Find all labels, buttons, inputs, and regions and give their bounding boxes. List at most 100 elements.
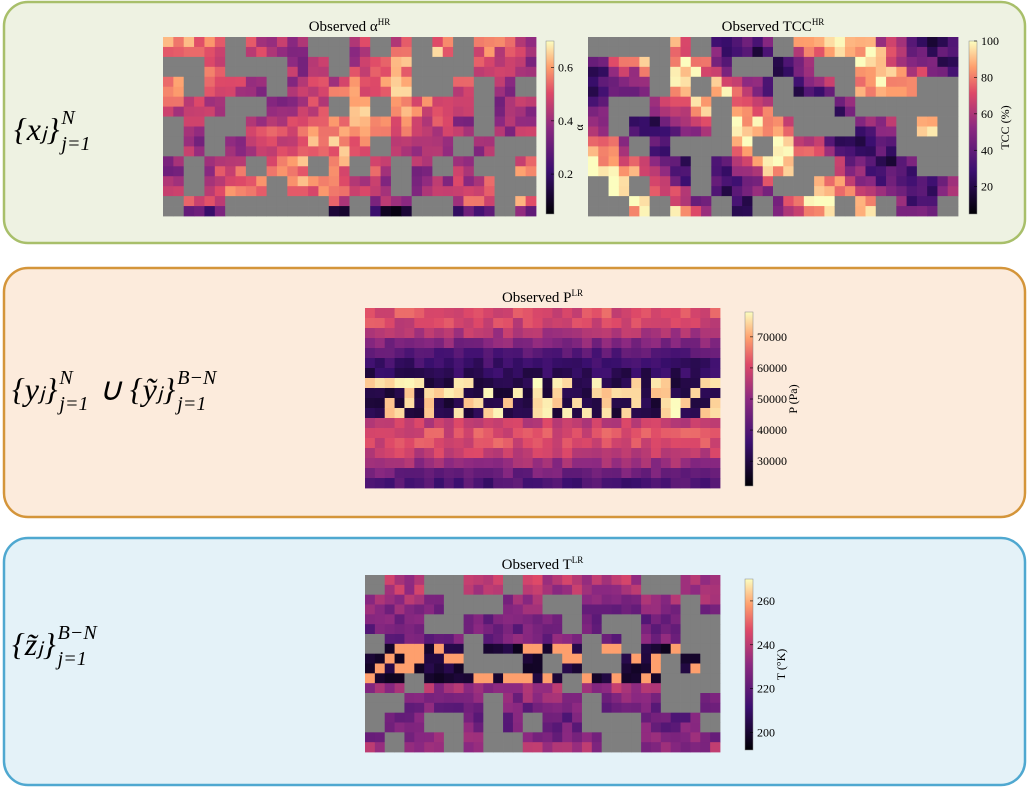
- heatmap-cell: [287, 166, 299, 177]
- heatmap-cell: [649, 136, 661, 147]
- heatmap-cell: [773, 106, 784, 117]
- heatmap-cell: [434, 328, 445, 339]
- heatmap-cell: [690, 388, 701, 399]
- heatmap-cell: [947, 46, 959, 58]
- heatmap-cell: [374, 418, 386, 429]
- heatmap-cell: [483, 428, 494, 439]
- heatmap-cell: [256, 76, 268, 88]
- heatmap-cell: [552, 693, 563, 704]
- heatmap-cell: [542, 428, 553, 439]
- heatmap-cell: [701, 166, 712, 177]
- heatmap-cell: [711, 206, 723, 217]
- heatmap-cell: [432, 126, 444, 137]
- heatmap-cell: [463, 106, 475, 117]
- heatmap-cell: [365, 438, 376, 449]
- heatmap-cell: [532, 604, 543, 615]
- heatmap-cell: [512, 358, 524, 369]
- heatmap-cell: [588, 176, 599, 187]
- heatmap-cell: [680, 176, 692, 187]
- heatmap-cell: [266, 146, 278, 157]
- heatmap-cell: [649, 126, 661, 137]
- heatmap-cell: [542, 653, 553, 664]
- heatmap-cell: [581, 604, 593, 615]
- colorbar-tick-label: 0.6: [558, 61, 573, 75]
- heatmap-cell: [432, 37, 444, 48]
- heatmap-cell: [287, 126, 299, 137]
- heatmap-cell: [660, 438, 672, 449]
- heatmap-cell: [680, 308, 691, 319]
- heatmap-cell: [163, 56, 174, 68]
- heatmap-cell: [453, 166, 464, 177]
- heatmap-cell: [814, 176, 825, 187]
- heatmap-cell: [504, 86, 516, 98]
- heatmap-cell: [401, 37, 413, 48]
- heatmap-cell: [814, 186, 825, 197]
- heatmap-cell: [572, 438, 583, 449]
- heatmap-cell: [443, 318, 455, 329]
- heatmap-cell: [453, 478, 465, 489]
- heatmap-cell: [493, 358, 504, 369]
- heatmap-cell: [422, 66, 433, 78]
- heatmap-cell: [700, 318, 711, 329]
- heatmap-cell: [621, 594, 632, 605]
- heatmap-cell: [204, 46, 216, 58]
- heatmap-cell: [783, 76, 794, 88]
- heatmap-cell: [896, 146, 908, 157]
- heatmap-cell: [670, 624, 681, 635]
- heatmap-cell: [463, 693, 474, 704]
- heatmap-cell: [328, 186, 340, 197]
- label-sup: N: [58, 367, 74, 389]
- heatmap-cell: [562, 438, 573, 449]
- heatmap-cell: [394, 428, 405, 439]
- colorbar-tick-label: 100: [981, 34, 999, 48]
- heatmap-cell: [814, 146, 825, 157]
- heatmap-cell: [522, 368, 534, 379]
- heatmap-cell: [601, 458, 612, 469]
- heatmap-cell: [266, 116, 278, 127]
- heatmap-cell: [512, 604, 524, 615]
- heatmap-cell: [731, 136, 743, 147]
- heatmap-cell: [442, 166, 454, 177]
- heatmap-cell: [522, 378, 534, 389]
- heatmap-cell: [512, 673, 524, 684]
- heatmap-cell: [591, 732, 603, 743]
- heatmap-cell: [422, 76, 433, 88]
- heatmap-cell: [581, 693, 593, 704]
- heatmap-cell: [916, 126, 928, 137]
- heatmap-cell: [601, 438, 612, 449]
- heatmap-cell: [581, 338, 593, 349]
- heatmap-cell: [339, 37, 350, 48]
- heatmap-cell: [493, 702, 504, 714]
- heatmap-cell: [173, 86, 185, 98]
- heatmap-cell: [641, 663, 652, 674]
- heatmap-cell: [432, 46, 444, 58]
- heatmap-cell: [443, 398, 455, 409]
- heatmap-cell: [710, 712, 721, 723]
- heatmap-cell: [245, 176, 257, 187]
- heatmap-cell: [680, 448, 691, 459]
- heatmap-cell: [552, 643, 563, 655]
- heatmap-cell: [650, 742, 662, 753]
- heatmap-cell: [844, 96, 856, 108]
- heatmap-cell: [494, 37, 506, 48]
- heatmap-cell: [173, 46, 185, 58]
- heatmap-cell: [927, 46, 938, 58]
- heatmap-cell: [434, 742, 445, 753]
- heatmap-cell: [572, 742, 583, 753]
- heatmap-cell: [173, 156, 185, 167]
- heatmap-cell: [443, 338, 455, 349]
- heatmap-cell: [504, 146, 516, 157]
- heatmap-cell: [618, 116, 630, 127]
- heatmap-cell: [522, 594, 534, 605]
- heatmap-cell: [442, 56, 454, 68]
- colorbar-tick-label: 60000: [757, 361, 787, 375]
- heatmap-cell: [493, 604, 504, 615]
- title-sup: LR: [572, 288, 584, 298]
- heatmap-cell: [906, 56, 918, 68]
- heatmap-cell: [370, 46, 381, 58]
- heatmap-cell: [650, 584, 662, 596]
- heatmap-cell: [404, 438, 415, 449]
- heatmap-cell: [493, 408, 504, 419]
- heatmap-cell: [532, 634, 543, 645]
- heatmap-cell: [484, 136, 495, 147]
